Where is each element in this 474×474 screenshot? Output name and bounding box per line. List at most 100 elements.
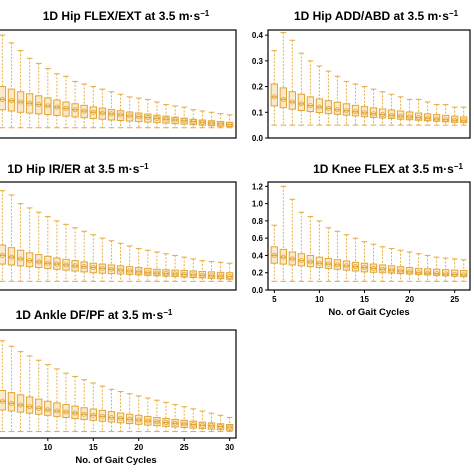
box-iqr bbox=[396, 266, 405, 275]
box-iqr bbox=[189, 270, 197, 278]
box-gait-cycle-5 bbox=[0, 190, 7, 282]
mean-marker bbox=[27, 258, 33, 264]
mean-marker bbox=[0, 96, 5, 102]
y-tick-label: 0.6 bbox=[252, 234, 264, 243]
mean-marker bbox=[136, 269, 142, 275]
mean-marker bbox=[81, 108, 87, 114]
box-iqr bbox=[71, 405, 79, 420]
mean-marker bbox=[380, 266, 386, 272]
mean-marker bbox=[307, 259, 313, 265]
mean-marker bbox=[389, 112, 395, 118]
box-gait-cycle-14 bbox=[80, 379, 88, 433]
mean-marker bbox=[127, 268, 133, 274]
box-gait-cycle-26 bbox=[460, 106, 468, 126]
box-iqr bbox=[315, 256, 324, 269]
box-iqr bbox=[62, 404, 70, 418]
mean-marker bbox=[380, 112, 386, 118]
mean-marker bbox=[90, 109, 96, 115]
box-gait-cycle-26 bbox=[460, 259, 468, 282]
box-gait-cycle-30 bbox=[225, 262, 234, 282]
mean-marker bbox=[371, 111, 377, 117]
mean-marker bbox=[45, 260, 51, 266]
x-axis-label: No. of Gait Cycles bbox=[75, 455, 156, 466]
mean-marker bbox=[227, 274, 233, 280]
box-gait-cycle-10 bbox=[315, 220, 324, 282]
mean-marker bbox=[461, 118, 467, 124]
y-tick-label: 1.2 bbox=[252, 182, 264, 191]
box-gait-cycle-24 bbox=[441, 257, 450, 282]
box-gait-cycle-16 bbox=[98, 88, 107, 129]
box-iqr bbox=[297, 253, 306, 267]
y-tick-label: 0.2 bbox=[252, 83, 264, 92]
box-iqr bbox=[162, 269, 170, 277]
mean-marker bbox=[190, 272, 196, 278]
mean-marker bbox=[199, 272, 205, 278]
box-iqr bbox=[207, 271, 216, 279]
plot-area: 0.0 0.2 0.4 0.6 0.8 1.0 1.2 5 10 15 20 25 No. of Gai… bbox=[252, 181, 471, 318]
mean-marker bbox=[416, 115, 422, 121]
mean-marker bbox=[145, 270, 151, 276]
mean-marker bbox=[289, 99, 295, 105]
box-iqr bbox=[35, 398, 43, 415]
mean-marker bbox=[280, 254, 286, 260]
box-iqr bbox=[297, 93, 306, 111]
mean-marker bbox=[99, 110, 105, 116]
mean-marker bbox=[218, 121, 224, 127]
box-gait-cycle-25 bbox=[180, 256, 188, 282]
mean-marker bbox=[352, 109, 358, 115]
box-gait-cycle-11 bbox=[53, 73, 61, 129]
box-gait-cycle-9 bbox=[35, 211, 43, 282]
box-iqr bbox=[396, 110, 405, 120]
box-gait-cycle-7 bbox=[288, 198, 297, 282]
box-gait-cycle-26 bbox=[189, 109, 197, 129]
box-gait-cycle-8 bbox=[297, 211, 306, 282]
box-iqr bbox=[387, 109, 396, 119]
panel-title: 1D Hip FLEX/EXT at 3.5 m·s−1 bbox=[43, 9, 210, 23]
mean-marker bbox=[218, 424, 224, 430]
x-tick-label: 10 bbox=[315, 295, 324, 304]
box-iqr bbox=[44, 255, 52, 269]
mean-marker bbox=[334, 107, 340, 113]
mean-marker bbox=[352, 264, 358, 270]
mean-marker bbox=[452, 117, 458, 123]
mean-marker bbox=[8, 98, 14, 104]
box-gait-cycle-25 bbox=[180, 406, 188, 433]
axes-frame bbox=[267, 181, 471, 291]
mean-marker bbox=[163, 116, 169, 122]
box-iqr bbox=[53, 402, 61, 417]
mean-marker bbox=[371, 265, 377, 271]
box-gait-cycle-24 bbox=[171, 254, 179, 282]
mean-marker bbox=[136, 114, 142, 120]
y-tick-label: 0.2 bbox=[252, 269, 264, 278]
box-gait-cycle-20 bbox=[405, 98, 414, 126]
box-iqr bbox=[306, 96, 315, 113]
box-gait-cycle-17 bbox=[107, 388, 116, 433]
mean-marker bbox=[118, 415, 124, 421]
box-gait-cycle-16 bbox=[369, 243, 378, 282]
box-gait-cycle-19 bbox=[125, 96, 134, 129]
box-gait-cycle-27 bbox=[198, 410, 207, 433]
mean-marker bbox=[361, 265, 367, 271]
mean-marker bbox=[127, 113, 133, 119]
mean-marker bbox=[407, 114, 413, 120]
box-iqr bbox=[216, 271, 225, 280]
y-tick-label: 0.4 bbox=[252, 251, 264, 260]
box-gait-cycle-16 bbox=[98, 385, 107, 433]
mean-marker bbox=[118, 112, 124, 118]
box-gait-cycle-21 bbox=[414, 253, 423, 282]
box-iqr bbox=[279, 87, 287, 109]
box-iqr bbox=[171, 269, 179, 278]
box-gait-cycle-23 bbox=[432, 256, 441, 282]
y-tick-label: 1.0 bbox=[252, 200, 264, 209]
panel-title: 1D Hip ADD/ABD at 3.5 m·s−1 bbox=[294, 9, 459, 23]
box-iqr bbox=[378, 108, 387, 119]
box-iqr bbox=[306, 254, 315, 268]
box-gait-cycle-23 bbox=[162, 253, 170, 282]
box-iqr bbox=[324, 257, 333, 269]
mean-marker bbox=[271, 252, 277, 258]
box-gait-cycle-8 bbox=[25, 57, 34, 129]
mean-marker bbox=[0, 398, 5, 404]
box-iqr bbox=[98, 409, 107, 422]
mean-marker bbox=[63, 409, 69, 415]
mean-marker bbox=[227, 424, 233, 430]
